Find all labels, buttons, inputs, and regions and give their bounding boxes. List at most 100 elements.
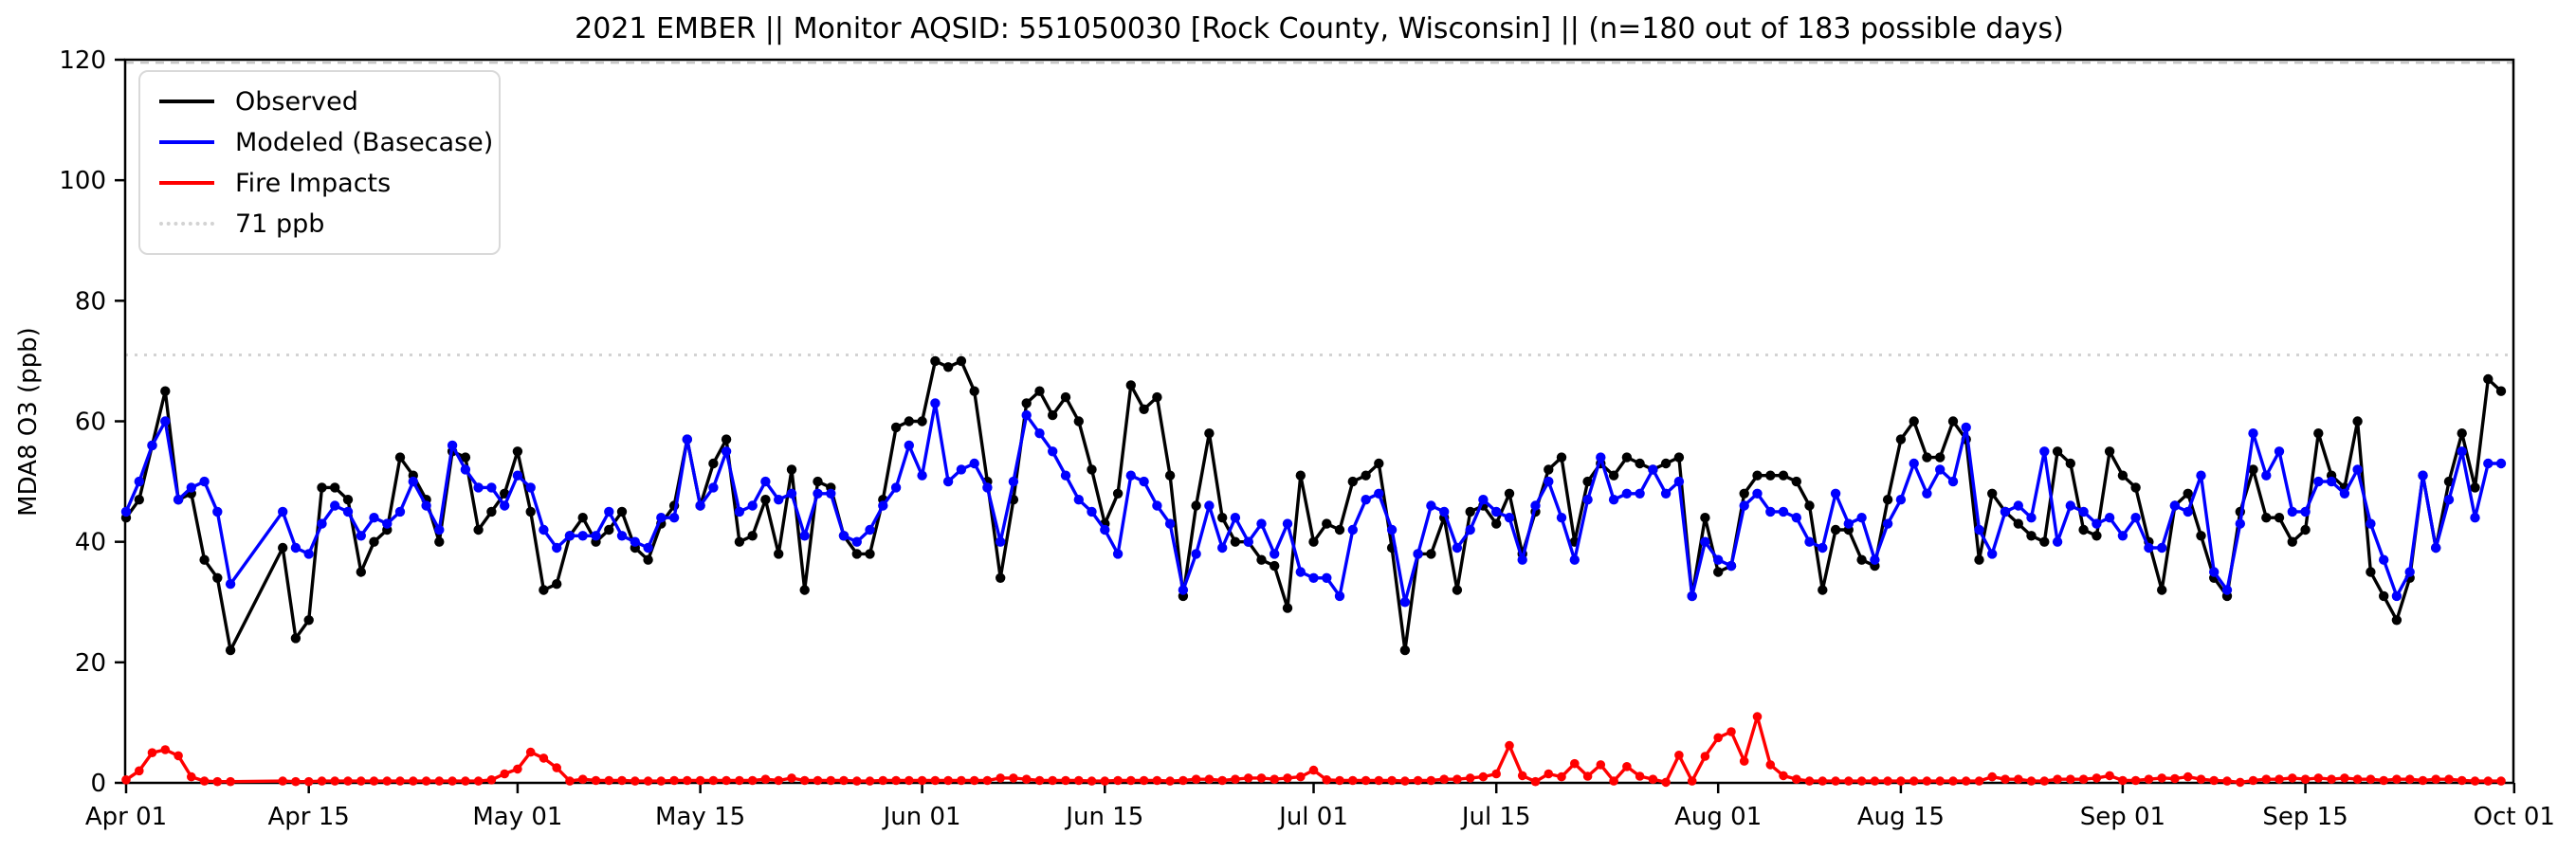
- fire-impacts-point: [1831, 776, 1840, 786]
- modeled-basecase-point: [356, 531, 366, 541]
- modeled-basecase-point: [1164, 518, 1176, 529]
- x-tick-label: Sep 15: [2262, 803, 2348, 831]
- observed-point: [2248, 464, 2258, 475]
- modeled-basecase-point: [1386, 524, 1398, 535]
- observed-point: [317, 482, 327, 493]
- modeled-basecase-point: [2039, 446, 2050, 457]
- observed-markers: [120, 355, 2507, 656]
- modeled-basecase-point: [826, 488, 836, 499]
- x-tick-label: Jun 15: [1064, 803, 1143, 831]
- modeled-basecase-point: [2235, 518, 2245, 529]
- modeled-basecase-point: [656, 513, 667, 523]
- y-tick-label: 120: [59, 46, 106, 75]
- modeled-basecase-point: [330, 500, 340, 511]
- fire-impacts-point: [317, 776, 327, 786]
- observed-point: [904, 416, 914, 426]
- modeled-basecase-point: [1087, 506, 1097, 517]
- fire-impacts-point: [1048, 775, 1057, 786]
- modeled-basecase-point: [186, 482, 196, 493]
- modeled-basecase-point: [851, 536, 862, 547]
- modeled-basecase-point: [2418, 470, 2428, 481]
- observed-point: [2196, 531, 2206, 541]
- observed-point: [1660, 458, 1672, 469]
- chart-title: 2021 EMBER || Monitor AQSID: 551050030 […: [575, 12, 2064, 45]
- observed-point: [2065, 458, 2075, 469]
- modeled-basecase-point: [616, 531, 628, 541]
- fire-impacts-point: [395, 776, 405, 786]
- fire-impacts-point: [1922, 776, 1932, 786]
- fire-impacts-point: [2366, 774, 2376, 784]
- modeled-basecase-point: [1021, 409, 1032, 421]
- modeled-basecase-point: [1504, 513, 1515, 523]
- observed-point: [394, 452, 406, 463]
- fire-impacts-point: [1935, 776, 1945, 786]
- modeled-basecase-point: [2000, 506, 2011, 517]
- fire-impacts-point: [461, 776, 470, 786]
- y-tick-label: 20: [75, 649, 106, 678]
- modeled-basecase-point: [1322, 572, 1332, 583]
- modeled-basecase-point: [2443, 495, 2455, 505]
- fire-impacts-point: [1752, 712, 1763, 721]
- fire-impacts-point: [643, 776, 653, 786]
- modeled-basecase-point: [1765, 506, 1776, 517]
- modeled-basecase-point: [2391, 590, 2402, 602]
- fire-impacts-point: [1687, 776, 1697, 786]
- modeled-basecase-point: [1961, 422, 1971, 433]
- fire-impacts-point: [1243, 773, 1253, 783]
- legend-item-fire: Fire Impacts: [159, 167, 480, 199]
- modeled-basecase-point: [1700, 536, 1710, 547]
- fire-impacts-point: [2496, 776, 2506, 786]
- y-tick-label: 80: [75, 287, 106, 316]
- fire-impacts-point: [552, 763, 561, 772]
- modeled-basecase-point: [2404, 567, 2415, 577]
- legend-label: Fire Impacts: [235, 168, 392, 198]
- modeled-basecase-line: [124, 401, 2503, 604]
- modeled-basecase-point: [2326, 476, 2337, 487]
- fire-impacts-point: [303, 776, 314, 787]
- observed-point: [290, 633, 301, 644]
- modeled-basecase-point: [2261, 470, 2272, 481]
- y-tick-label: 40: [75, 529, 106, 557]
- fire-impacts-point: [565, 776, 575, 786]
- fire-impacts-point: [1844, 776, 1854, 786]
- modeled-basecase-point: [564, 531, 575, 541]
- fire-impacts-point: [1270, 774, 1279, 784]
- modeled-basecase-point: [317, 518, 327, 529]
- modeled-basecase-point: [2221, 585, 2233, 595]
- modeled-basecase-point: [996, 536, 1006, 547]
- observed-point: [1673, 452, 1685, 463]
- observed-point: [774, 549, 784, 559]
- modeled-basecase-point: [212, 506, 223, 517]
- fire-impacts-point: [722, 775, 731, 786]
- observed-point: [1974, 554, 1984, 565]
- modeled-basecase-point: [604, 506, 614, 517]
- fire-impacts-point: [1074, 775, 1084, 786]
- modeled-basecase-point: [2196, 470, 2206, 481]
- x-tick-label: Aug 15: [1857, 803, 1945, 831]
- fire-impacts-point: [577, 774, 588, 784]
- fire-impacts-point: [1635, 771, 1645, 781]
- fire-impacts-point: [2222, 776, 2232, 786]
- x-tick-label: Sep 01: [2080, 803, 2165, 831]
- fire-impacts-point: [356, 776, 366, 786]
- fire-impacts-point: [486, 775, 497, 785]
- modeled-basecase-point: [1791, 513, 1802, 523]
- modeled-basecase-point: [1895, 495, 1907, 505]
- fire-impacts-point: [630, 776, 640, 786]
- modeled-basecase-point: [2339, 488, 2350, 499]
- fire-impacts-point: [996, 773, 1005, 783]
- modeled-basecase-point: [878, 500, 888, 511]
- fire-impacts-point: [852, 776, 862, 786]
- modeled-basecase-point: [1361, 495, 1371, 505]
- fire-impacts-point: [500, 769, 509, 779]
- observed-point: [1804, 500, 1815, 511]
- fire-line-icon: [159, 181, 214, 185]
- modeled-basecase-point: [1843, 518, 1854, 529]
- fire-impacts-point: [1582, 771, 1593, 781]
- fire-impacts-point: [591, 775, 601, 786]
- observed-point: [2483, 373, 2494, 385]
- modeled-basecase-point: [1830, 488, 1841, 499]
- legend-item-modeled: Modeled (Basecase): [159, 126, 493, 158]
- fire-impacts-point: [604, 775, 614, 786]
- fire-impacts-point: [1609, 776, 1618, 786]
